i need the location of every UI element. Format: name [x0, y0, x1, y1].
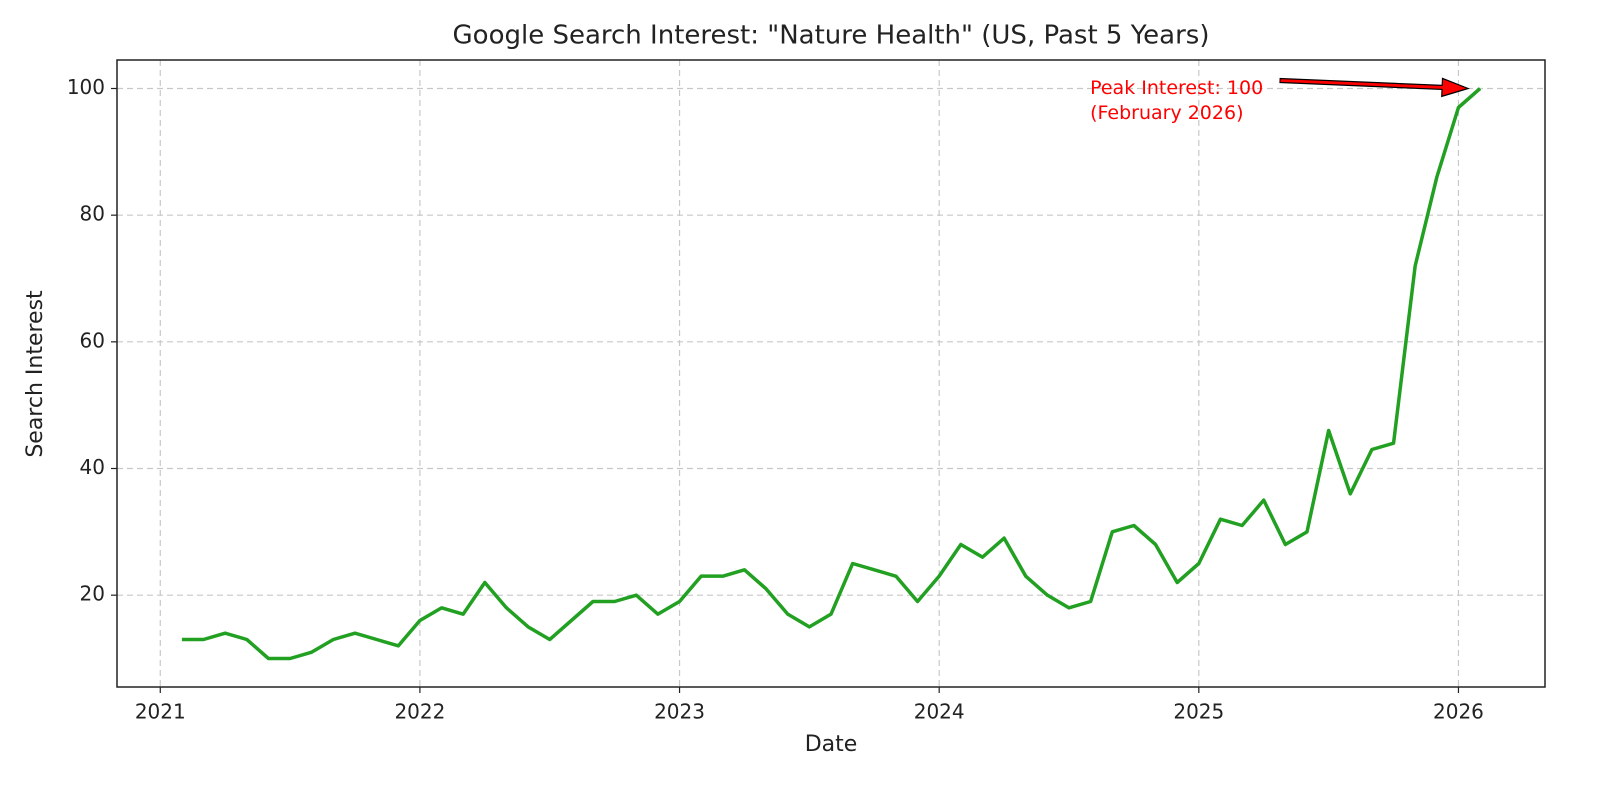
x-tick-label: 2021	[135, 700, 186, 724]
plot-frame	[116, 59, 1546, 688]
y-tick-label: 60	[80, 328, 105, 352]
y-tick-label: 100	[67, 75, 105, 99]
x-tick-label: 2026	[1433, 700, 1484, 724]
y-tick-label: 80	[80, 202, 105, 226]
y-tick-label: 20	[80, 582, 105, 606]
x-tick-label: 2025	[1173, 700, 1224, 724]
chart-title: Google Search Interest: "Nature Health" …	[453, 21, 1210, 51]
x-tick-label: 2024	[914, 700, 965, 724]
y-axis-label: Search Interest	[23, 290, 48, 458]
annotation-text: (February 2026)	[1090, 102, 1243, 124]
annotation-text: Peak Interest: 100	[1090, 77, 1263, 99]
y-tick-label: 40	[80, 455, 105, 479]
data-line	[181, 87, 1482, 661]
x-tick-label: 2022	[394, 700, 445, 724]
x-axis-label: Date	[805, 732, 858, 757]
x-tick-label: 2023	[654, 700, 705, 724]
annotation-arrow	[1279, 77, 1470, 98]
